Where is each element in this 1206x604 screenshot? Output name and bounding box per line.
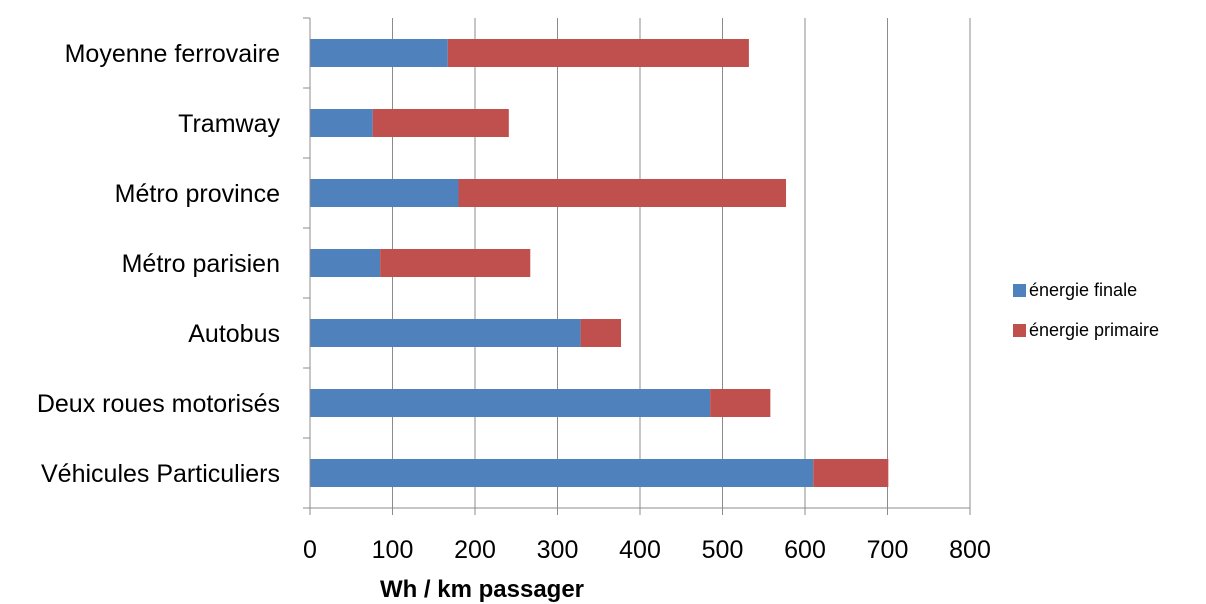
bar-segment [310,179,459,207]
axes [303,17,971,515]
category-label: Deux roues motorisés [37,390,280,418]
bar-segment [310,39,448,67]
x-tick-label: 800 [949,536,991,564]
labels: 0 100 200 300 400 500 600 700 800 Moyenne ferrova… [37,40,991,564]
category-label: Autobus [188,320,280,348]
x-tick-label: 300 [537,536,579,564]
legend-swatch [1013,324,1026,337]
bar-segment [310,319,581,347]
bar-segment [310,249,381,277]
x-tick-label: 600 [784,536,826,564]
bar-segment [710,389,771,417]
bar-segment [310,389,711,417]
legend: énergie finale énergie primaire [1013,280,1159,340]
x-tick-label: 200 [454,536,496,564]
bar-segment [380,249,531,277]
category-label: Moyenne ferrovaire [65,40,280,68]
bar-segment [458,179,787,207]
bar-segment [372,109,509,137]
bar-segment [310,109,373,137]
x-axis-title: Wh / km passager [380,576,584,603]
x-tick-label: 500 [702,536,744,564]
legend-swatch [1013,284,1026,297]
x-tick-label: 700 [867,536,909,564]
bar-segment [310,459,814,487]
bar-segment [813,459,889,487]
legend-label: énergie primaire [1029,320,1159,340]
x-tick-label: 0 [303,536,317,564]
category-label: Métro parisien [122,250,280,278]
category-label: Tramway [178,110,280,138]
bar-segment [580,319,622,347]
category-label: Métro province [115,180,280,208]
x-tick-label: 100 [372,536,414,564]
legend-label: énergie finale [1029,280,1137,300]
gridlines [392,18,971,508]
x-tick-label: 400 [619,536,661,564]
bars [310,39,889,487]
category-label: Véhicules Particuliers [41,460,280,488]
bar-segment [447,39,749,67]
